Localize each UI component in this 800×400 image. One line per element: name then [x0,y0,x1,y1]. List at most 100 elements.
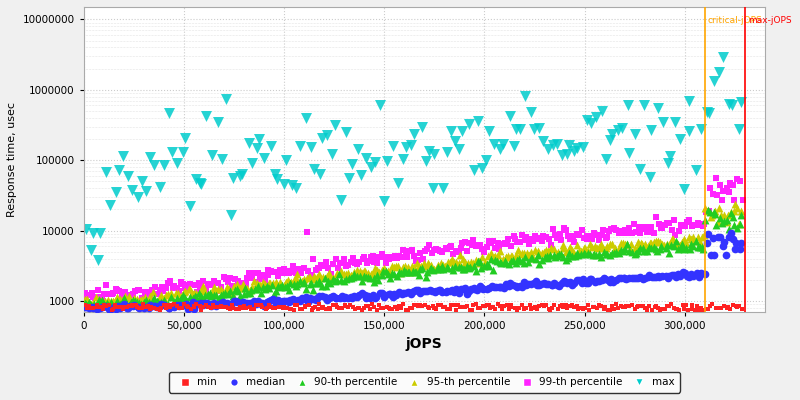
Point [495,241,508,247]
Point [678,223,691,229]
Point [695,270,708,276]
Point [139,289,152,295]
Point [338,294,351,300]
Point [237,305,250,311]
Point [530,256,542,262]
Point [588,230,601,236]
Point [582,250,594,256]
Point [306,286,319,293]
Point [680,245,693,251]
Point [213,295,226,301]
Point [599,304,612,310]
Point [86,305,99,312]
Point [408,288,421,294]
Point [510,260,522,266]
Point [115,303,128,309]
Point [434,248,446,254]
Point [693,274,706,280]
Point [414,250,427,256]
Point [574,248,587,254]
Point [175,292,188,298]
Text: max-jOPS: max-jOPS [748,16,791,26]
Point [620,303,633,309]
Point [450,307,462,313]
Point [597,245,610,252]
Point [175,295,188,301]
Point [485,250,498,256]
Point [635,241,648,248]
Point [302,267,315,274]
Point [686,273,699,279]
Point [341,294,354,301]
Point [294,142,306,149]
Point [390,255,403,262]
Point [619,226,632,233]
Point [733,303,746,310]
Point [511,284,524,290]
Point [711,234,724,240]
Point [638,248,650,254]
Point [694,238,707,245]
Point [78,296,91,302]
Point [135,300,148,307]
Point [673,306,686,313]
Point [331,270,344,276]
Point [233,284,246,291]
Point [454,304,466,310]
Point [409,269,422,276]
Point [575,227,588,234]
Point [458,259,471,266]
Point [177,281,190,288]
Point [632,242,645,248]
Point [80,303,93,310]
Point [549,232,562,238]
Point [142,296,155,303]
Point [477,286,490,292]
Point [693,244,706,250]
Point [192,301,205,308]
Point [487,254,500,260]
Point [629,245,642,251]
Point [386,255,398,261]
Point [266,296,279,302]
Point [658,222,671,228]
Point [140,188,153,194]
Point [603,241,616,248]
Point [494,248,506,254]
Point [270,268,282,275]
Point [426,303,439,310]
Point [678,246,690,252]
Point [324,306,337,312]
Point [632,248,645,254]
Point [414,290,427,296]
Point [626,302,638,308]
Point [731,225,744,232]
Point [633,166,646,172]
Point [476,284,489,291]
Point [588,251,601,257]
Point [310,280,322,286]
Point [346,254,359,261]
Point [540,247,553,254]
Point [662,272,675,279]
Point [582,248,594,254]
Point [105,298,118,305]
Point [720,252,733,258]
Point [533,261,546,267]
Point [695,244,708,250]
Point [492,252,505,258]
Point [324,273,337,279]
Point [579,245,592,252]
Point [670,306,682,312]
Point [474,304,486,311]
Point [229,287,242,293]
Point [228,283,241,290]
Point [474,259,486,265]
Point [577,235,590,241]
Point [329,276,342,283]
Point [524,254,537,261]
Point [181,303,194,309]
Point [248,270,261,276]
Point [194,293,207,299]
Point [522,240,535,247]
